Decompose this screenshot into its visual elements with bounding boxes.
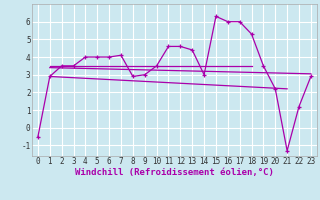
X-axis label: Windchill (Refroidissement éolien,°C): Windchill (Refroidissement éolien,°C) xyxy=(75,168,274,177)
